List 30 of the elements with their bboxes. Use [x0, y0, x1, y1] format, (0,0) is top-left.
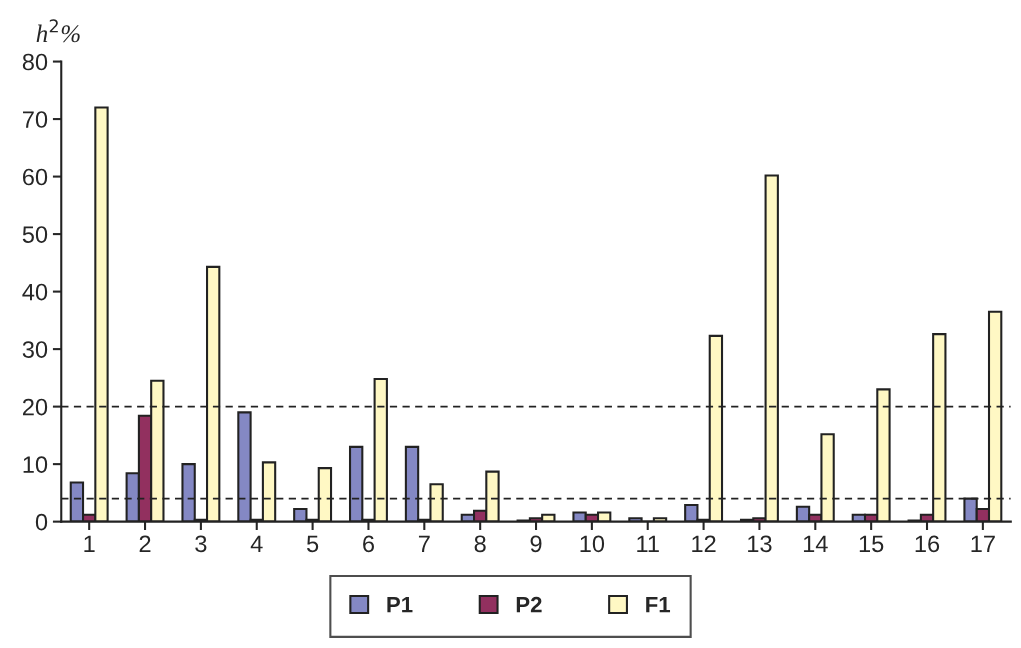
x-tick-label: 11 — [637, 535, 659, 552]
y-tick-label: 40 — [22, 283, 48, 301]
legend-label: P1 — [387, 596, 413, 613]
y-tick-label: 30 — [22, 341, 48, 358]
y-tick-label: 80 — [22, 53, 48, 71]
y-tick-label: 60 — [23, 168, 48, 186]
x-tick-label: 10 — [580, 535, 605, 553]
legend-label: F1 — [646, 596, 671, 613]
y-tick-label: 10 — [23, 456, 48, 473]
x-tick-label: 13 — [748, 535, 772, 553]
x-tick-label: 17 — [971, 535, 995, 552]
x-tick-label: 14 — [803, 535, 828, 552]
y-tick-label: 20 — [22, 398, 48, 416]
x-tick-label: 7 — [418, 535, 430, 552]
y-tick-label: 70 — [23, 111, 48, 128]
x-tick-label: 1 — [84, 535, 95, 552]
x-tick-label: 3 — [195, 535, 207, 553]
y-axis-title: h$^{2}$% — [36, 19, 80, 43]
x-tick-label: 9 — [530, 535, 542, 553]
y-tick-label: 0 — [35, 513, 48, 531]
x-tick-label: 15 — [859, 535, 884, 553]
legend-label: P2 — [516, 596, 542, 613]
y-tick-label: 50 — [22, 226, 48, 243]
x-tick-label: 16 — [915, 535, 940, 553]
x-tick-label: 12 — [692, 535, 716, 552]
x-tick-label: 8 — [474, 535, 486, 553]
x-tick-label: 2 — [139, 535, 151, 552]
x-tick-label: 4 — [250, 535, 263, 552]
x-tick-label: 5 — [306, 535, 319, 553]
x-tick-label: 6 — [363, 535, 374, 553]
